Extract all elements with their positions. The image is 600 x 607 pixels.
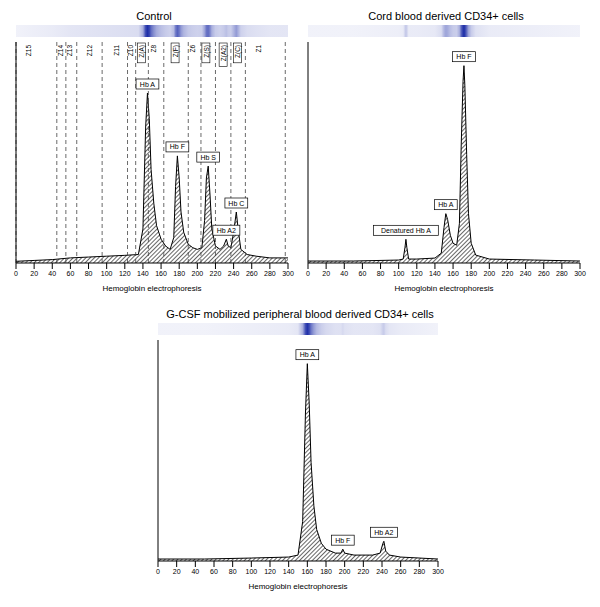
svg-text:Hb A: Hb A (140, 81, 156, 88)
svg-text:Hb A2: Hb A2 (217, 227, 236, 234)
html-text:Control: Control (136, 10, 172, 22)
svg-text:Hb C: Hb C (228, 200, 244, 207)
svg-text:140: 140 (283, 568, 295, 575)
svg-text:Z1: Z1 (255, 45, 262, 53)
svg-text:0: 0 (156, 568, 160, 575)
html-text:Cord blood derived CD34+ cells: Cord blood derived CD34+ cells (368, 10, 524, 22)
svg-text:80: 80 (85, 270, 93, 277)
svg-text:Z8: Z8 (150, 45, 157, 53)
svg-text:160: 160 (155, 270, 167, 277)
svg-text:300: 300 (574, 270, 586, 277)
svg-text:200: 200 (483, 270, 495, 277)
svg-text:180: 180 (173, 270, 185, 277)
svg-text:280: 280 (413, 568, 425, 575)
svg-text:Hb A: Hb A (438, 201, 454, 208)
svg-text:280: 280 (264, 270, 276, 277)
svg-text:Z(F): Z(F) (172, 45, 180, 57)
svg-text:Denatured Hb A: Denatured Hb A (381, 227, 431, 234)
svg-text:260: 260 (395, 568, 407, 575)
svg-text:280: 280 (556, 270, 568, 277)
svg-text:100: 100 (245, 568, 257, 575)
svg-text:Z14: Z14 (57, 45, 64, 57)
svg-text:200: 200 (339, 568, 351, 575)
svg-text:20: 20 (322, 270, 330, 277)
svg-text:Z10: Z10 (127, 45, 134, 57)
svg-text:Z(S): Z(S) (203, 45, 211, 58)
svg-text:220: 220 (357, 568, 369, 575)
svg-text:100: 100 (101, 270, 113, 277)
svg-text:80: 80 (377, 270, 385, 277)
svg-text:220: 220 (210, 270, 222, 277)
svg-text:260: 260 (538, 270, 550, 277)
svg-text:40: 40 (48, 270, 56, 277)
svg-text:0: 0 (306, 270, 310, 277)
svg-text:60: 60 (210, 568, 218, 575)
svg-text:180: 180 (320, 568, 332, 575)
svg-text:180: 180 (465, 270, 477, 277)
svg-text:200: 200 (191, 270, 203, 277)
svg-text:80: 80 (229, 568, 237, 575)
svg-text:120: 120 (264, 568, 276, 575)
svg-text:Hb S: Hb S (200, 154, 216, 161)
svg-text:120: 120 (411, 270, 423, 277)
svg-text:240: 240 (376, 568, 388, 575)
svg-text:220: 220 (502, 270, 514, 277)
svg-text:40: 40 (191, 568, 199, 575)
svg-text:60: 60 (359, 270, 367, 277)
svg-text:100: 100 (393, 270, 405, 277)
svg-text:20: 20 (30, 270, 38, 277)
svg-text:Hb A2: Hb A2 (374, 529, 393, 536)
svg-text:0: 0 (14, 270, 18, 277)
svg-text:40: 40 (340, 270, 348, 277)
html-text:G-CSF mobilized peripheral blo: G-CSF mobilized peripheral blood derived… (166, 308, 434, 320)
svg-text:Z(A2): Z(A2) (220, 45, 228, 61)
svg-text:240: 240 (228, 270, 240, 277)
svg-text:240: 240 (520, 270, 532, 277)
svg-text:140: 140 (137, 270, 149, 277)
svg-text:260: 260 (246, 270, 258, 277)
svg-text:Hb F: Hb F (170, 143, 185, 150)
svg-text:Z15: Z15 (25, 45, 32, 57)
svg-text:Z11: Z11 (113, 45, 120, 56)
svg-text:300: 300 (432, 568, 444, 575)
svg-text:Z6: Z6 (189, 45, 196, 53)
svg-text:Z13: Z13 (66, 45, 73, 57)
svg-text:160: 160 (447, 270, 459, 277)
svg-text:Z12: Z12 (86, 45, 93, 57)
svg-text:Hemoglobin electrophoresis: Hemoglobin electrophoresis (102, 284, 201, 293)
svg-text:Hemoglobin electrophoresis: Hemoglobin electrophoresis (248, 582, 347, 591)
svg-text:Hb F: Hb F (335, 537, 350, 544)
svg-text:Hemoglobin electrophoresis: Hemoglobin electrophoresis (394, 284, 493, 293)
svg-text:Hb F: Hb F (456, 53, 471, 60)
svg-text:20: 20 (173, 568, 181, 575)
svg-text:Z(C): Z(C) (234, 45, 242, 58)
svg-text:140: 140 (429, 270, 441, 277)
svg-text:Z(A): Z(A) (138, 45, 146, 58)
svg-text:60: 60 (67, 270, 75, 277)
svg-text:160: 160 (301, 568, 313, 575)
svg-text:Hb A: Hb A (300, 351, 316, 358)
svg-text:120: 120 (119, 270, 131, 277)
svg-text:300: 300 (282, 270, 294, 277)
